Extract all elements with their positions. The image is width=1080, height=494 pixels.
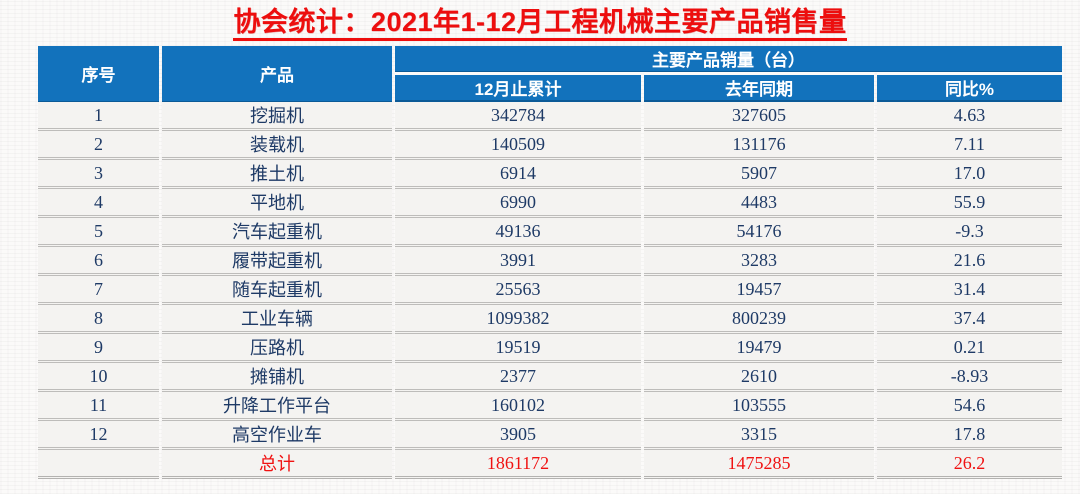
cell-cumulative: 49136 [395, 215, 641, 244]
cell-yoy: 31.4 [877, 273, 1062, 302]
cell-cumulative: 19519 [395, 331, 641, 360]
cell-index [38, 447, 159, 479]
sales-table: 序号 产品 主要产品销量（台） 12月止累计 去年同期 同比% 1 挖掘机 34… [35, 46, 1065, 479]
cell-cumulative: 1861172 [395, 447, 641, 479]
cell-index: 5 [38, 215, 159, 244]
cell-product: 高空作业车 [162, 418, 392, 447]
cell-product: 汽车起重机 [162, 215, 392, 244]
cell-last-year: 4483 [644, 186, 874, 215]
table-row: 8 工业车辆 1099382 800239 37.4 [38, 302, 1062, 331]
cell-cumulative: 3991 [395, 244, 641, 273]
table-body: 1 挖掘机 342784 327605 4.63 2 装载机 140509 13… [38, 102, 1062, 479]
table-row: 3 推土机 6914 5907 17.0 [38, 157, 1062, 186]
cell-last-year: 800239 [644, 302, 874, 331]
cell-cumulative: 342784 [395, 102, 641, 128]
cell-last-year: 5907 [644, 157, 874, 186]
cell-last-year: 3283 [644, 244, 874, 273]
header-row-sub: 12月止累计 去年同期 同比% [38, 72, 1062, 102]
cell-yoy: 4.63 [877, 102, 1062, 128]
table-row-total: 总计 1861172 1475285 26.2 [38, 447, 1062, 479]
header-row-group: 序号 产品 主要产品销量（台） [38, 46, 1062, 102]
table-row: 12 高空作业车 3905 3315 17.8 [38, 418, 1062, 447]
cell-yoy: 21.6 [877, 244, 1062, 273]
cell-yoy: -8.93 [877, 360, 1062, 389]
cell-cumulative: 6990 [395, 186, 641, 215]
cell-product: 升降工作平台 [162, 389, 392, 418]
table-row: 2 装载机 140509 131176 7.11 [38, 128, 1062, 157]
cell-product: 装载机 [162, 128, 392, 157]
table-row: 7 随车起重机 25563 19457 31.4 [38, 273, 1062, 302]
cell-index: 3 [38, 157, 159, 186]
col-header-last-year: 去年同期 [644, 72, 874, 102]
col-header-sales-group: 主要产品销量（台） [395, 46, 1062, 72]
cell-index: 9 [38, 331, 159, 360]
cell-index: 11 [38, 389, 159, 418]
table-row: 9 压路机 19519 19479 0.21 [38, 331, 1062, 360]
table-row: 10 摊铺机 2377 2610 -8.93 [38, 360, 1062, 389]
cell-yoy: 7.11 [877, 128, 1062, 157]
cell-yoy: 0.21 [877, 331, 1062, 360]
table-row: 1 挖掘机 342784 327605 4.63 [38, 102, 1062, 128]
cell-index: 4 [38, 186, 159, 215]
cell-index: 8 [38, 302, 159, 331]
cell-yoy: 17.0 [877, 157, 1062, 186]
cell-last-year: 19479 [644, 331, 874, 360]
title-bar: 协会统计：2021年1-12月工程机械主要产品销售量 [0, 0, 1080, 41]
cell-last-year: 54176 [644, 215, 874, 244]
cell-cumulative: 140509 [395, 128, 641, 157]
cell-last-year: 3315 [644, 418, 874, 447]
cell-product: 挖掘机 [162, 102, 392, 128]
cell-product: 平地机 [162, 186, 392, 215]
cell-index: 7 [38, 273, 159, 302]
cell-last-year: 327605 [644, 102, 874, 128]
cell-cumulative: 6914 [395, 157, 641, 186]
cell-product: 随车起重机 [162, 273, 392, 302]
cell-cumulative: 1099382 [395, 302, 641, 331]
col-header-yoy: 同比% [877, 72, 1062, 102]
cell-yoy: 54.6 [877, 389, 1062, 418]
cell-yoy: 55.9 [877, 186, 1062, 215]
cell-yoy: 26.2 [877, 447, 1062, 479]
col-header-product: 产品 [162, 46, 392, 102]
cell-last-year: 19457 [644, 273, 874, 302]
cell-index: 2 [38, 128, 159, 157]
cell-product: 总计 [162, 447, 392, 479]
table-row: 4 平地机 6990 4483 55.9 [38, 186, 1062, 215]
cell-cumulative: 3905 [395, 418, 641, 447]
cell-product: 工业车辆 [162, 302, 392, 331]
cell-last-year: 103555 [644, 389, 874, 418]
cell-yoy: 37.4 [877, 302, 1062, 331]
table-row: 11 升降工作平台 160102 103555 54.6 [38, 389, 1062, 418]
table-header: 序号 产品 主要产品销量（台） 12月止累计 去年同期 同比% [38, 46, 1062, 102]
cell-last-year: 2610 [644, 360, 874, 389]
cell-product: 推土机 [162, 157, 392, 186]
cell-yoy: 17.8 [877, 418, 1062, 447]
cell-last-year: 131176 [644, 128, 874, 157]
cell-last-year: 1475285 [644, 447, 874, 479]
cell-product: 摊铺机 [162, 360, 392, 389]
cell-index: 12 [38, 418, 159, 447]
cell-cumulative: 160102 [395, 389, 641, 418]
cell-index: 1 [38, 102, 159, 128]
table-row: 6 履带起重机 3991 3283 21.6 [38, 244, 1062, 273]
cell-product: 履带起重机 [162, 244, 392, 273]
cell-index: 10 [38, 360, 159, 389]
cell-index: 6 [38, 244, 159, 273]
col-header-index: 序号 [38, 46, 159, 102]
page-title: 协会统计：2021年1-12月工程机械主要产品销售量 [233, 7, 847, 41]
cell-product: 压路机 [162, 331, 392, 360]
cell-cumulative: 25563 [395, 273, 641, 302]
cell-cumulative: 2377 [395, 360, 641, 389]
cell-yoy: -9.3 [877, 215, 1062, 244]
col-header-cumulative: 12月止累计 [395, 72, 641, 102]
table-row: 5 汽车起重机 49136 54176 -9.3 [38, 215, 1062, 244]
